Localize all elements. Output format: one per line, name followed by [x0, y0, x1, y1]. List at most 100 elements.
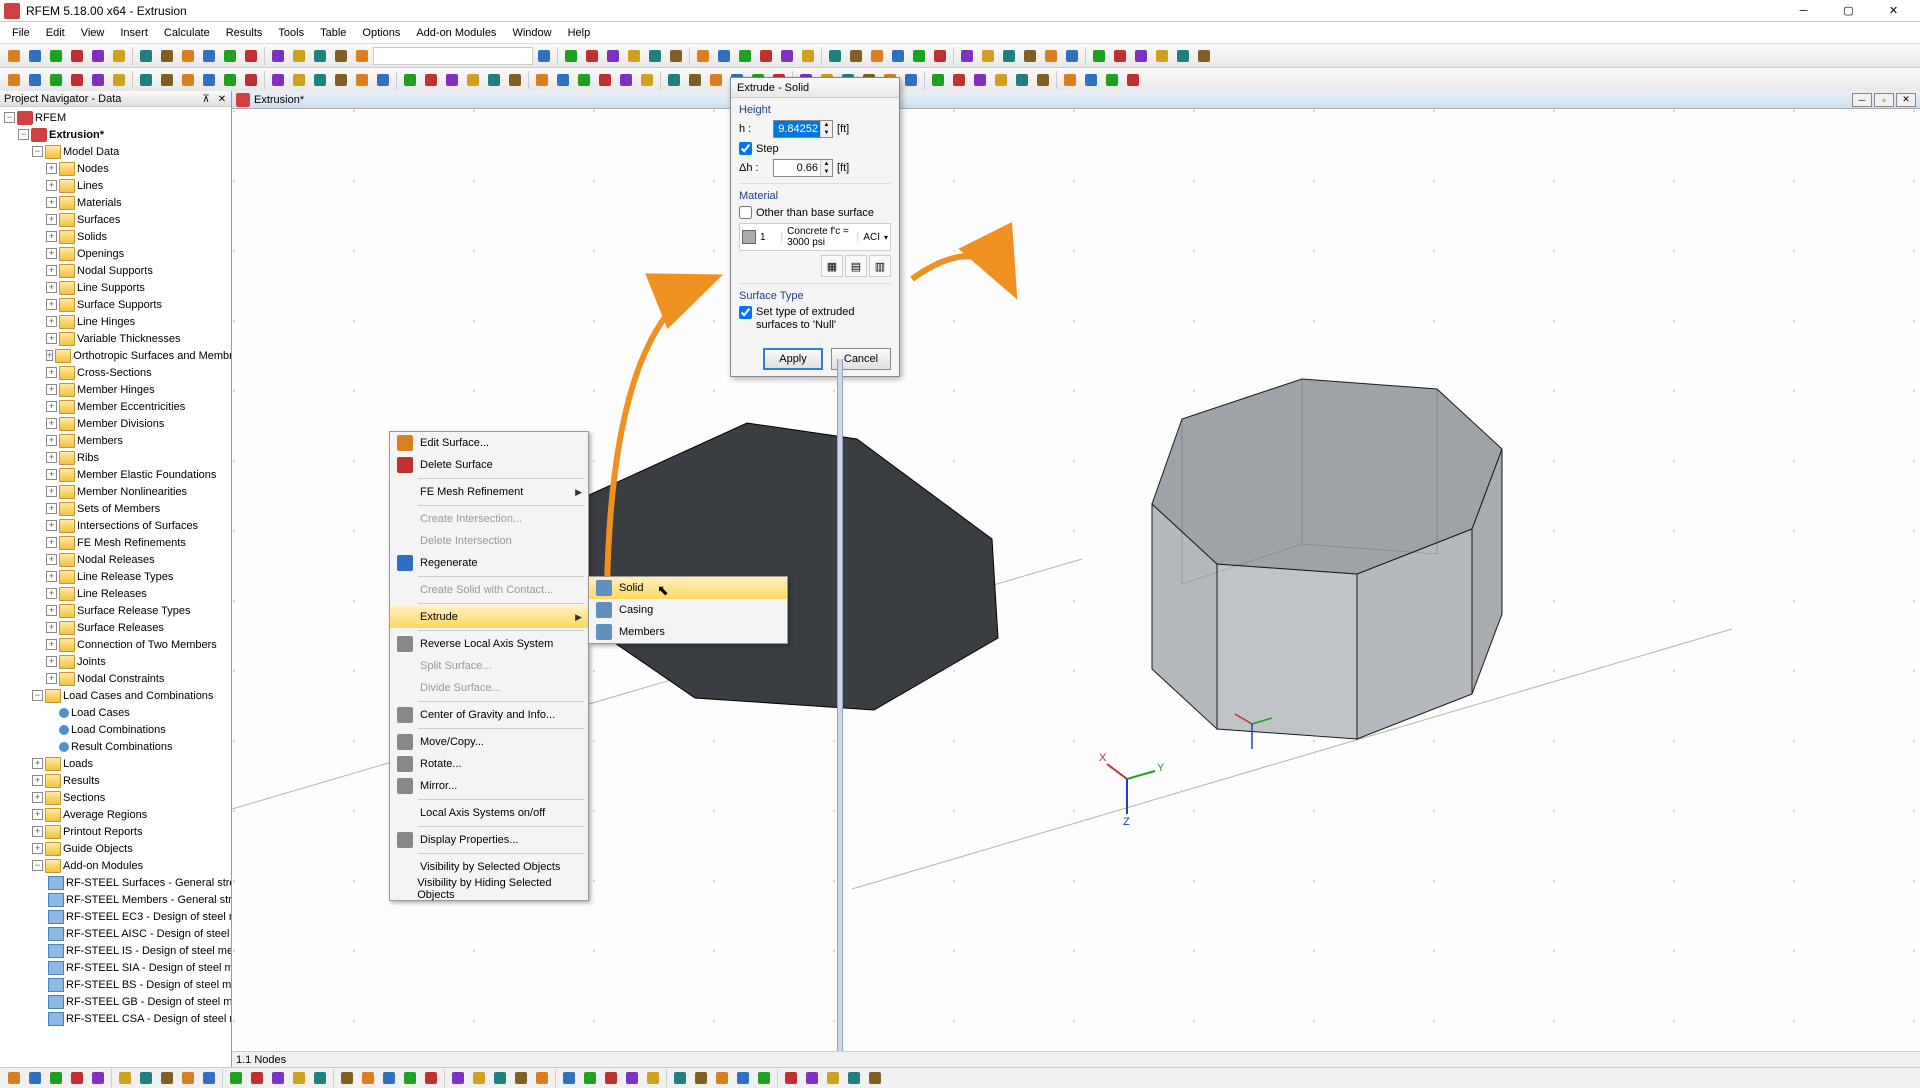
close-button[interactable]: ✕: [1871, 1, 1916, 21]
tree-item-nodal-releases[interactable]: +Nodal Releases: [2, 551, 229, 568]
toolbar-button-20[interactable]: [603, 46, 623, 66]
toolbar-button-28[interactable]: [616, 70, 636, 90]
tree-item-intersections-of-surfaces[interactable]: +Intersections of Surfaces: [2, 517, 229, 534]
bottom-button-25[interactable]: [559, 1068, 579, 1088]
toolbar-button-27[interactable]: [595, 70, 615, 90]
toolbar-button-9[interactable]: [199, 46, 219, 66]
toolbar-button-36[interactable]: [957, 46, 977, 66]
toolbar-button-10[interactable]: [220, 70, 240, 90]
viewport-minimize-button[interactable]: ─: [1852, 93, 1872, 107]
bottom-button-24[interactable]: [532, 1068, 552, 1088]
bottom-button-13[interactable]: [289, 1068, 309, 1088]
tree-item-rf-steel-members-general-stress-analysis[interactable]: RF-STEEL Members - General stress analys…: [2, 891, 229, 908]
tree-item-rf-steel-sia-design-of-steel-members[interactable]: RF-STEEL SIA - Design of steel members: [2, 959, 229, 976]
bottom-button-2[interactable]: [46, 1068, 66, 1088]
toolbar-button-8[interactable]: [178, 70, 198, 90]
ctx-delete-surface[interactable]: Delete Surface: [390, 454, 588, 476]
tree-item-nodal-supports[interactable]: +Nodal Supports: [2, 262, 229, 279]
bottom-button-18[interactable]: [400, 1068, 420, 1088]
apply-button[interactable]: Apply: [763, 348, 823, 370]
viewport-maximize-button[interactable]: ▫: [1874, 93, 1894, 107]
material-selector[interactable]: 1 | Concrete f'c = 3000 psi | ACI ▾: [739, 223, 891, 251]
toolbar-button-47[interactable]: [1194, 46, 1214, 66]
toolbar-button-4[interactable]: [88, 46, 108, 66]
toolbar-button-20[interactable]: [442, 70, 462, 90]
toolbar-button-30[interactable]: [825, 46, 845, 66]
tree-item-result-combinations[interactable]: Result Combinations: [2, 738, 229, 755]
toolbar-button-22[interactable]: [484, 70, 504, 90]
toolbar-button-49[interactable]: [1081, 70, 1101, 90]
toolbar-button-42[interactable]: [928, 70, 948, 90]
menu-results[interactable]: Results: [218, 25, 271, 41]
bottom-button-10[interactable]: [226, 1068, 246, 1088]
toolbar-button-2[interactable]: [46, 70, 66, 90]
tree-item-nodal-constraints[interactable]: +Nodal Constraints: [2, 670, 229, 687]
toolbar-button-45[interactable]: [1152, 46, 1172, 66]
bottom-button-34[interactable]: [754, 1068, 774, 1088]
bottom-button-23[interactable]: [511, 1068, 531, 1088]
bottom-button-30[interactable]: [670, 1068, 690, 1088]
material-lib-button[interactable]: ▦: [821, 255, 843, 277]
tree-item-rf-steel-surfaces-general-stress-analysis[interactable]: RF-STEEL Surfaces - General stress analy…: [2, 874, 229, 891]
toolbar-button-27[interactable]: [756, 46, 776, 66]
tree-item-surfaces[interactable]: +Surfaces: [2, 211, 229, 228]
toolbar-button-12[interactable]: [268, 70, 288, 90]
tree-item-extrusion-[interactable]: −Extrusion*: [2, 126, 229, 143]
toolbar-button-38[interactable]: [999, 46, 1019, 66]
toolbar-button-23[interactable]: [505, 70, 525, 90]
bottom-button-16[interactable]: [358, 1068, 378, 1088]
tree-item-joints[interactable]: +Joints: [2, 653, 229, 670]
tree-item-line-releases[interactable]: +Line Releases: [2, 585, 229, 602]
bottom-button-38[interactable]: [844, 1068, 864, 1088]
menu-insert[interactable]: Insert: [112, 25, 156, 41]
toolbar-button-44[interactable]: [970, 70, 990, 90]
tree-item-materials[interactable]: +Materials: [2, 194, 229, 211]
tree-item-members[interactable]: +Members: [2, 432, 229, 449]
tree-item-printout-reports[interactable]: +Printout Reports: [2, 823, 229, 840]
menu-options[interactable]: Options: [354, 25, 408, 41]
extrude-solid-dialog[interactable]: Extrude - Solid Height h : ▲▼ [ft] Step …: [730, 77, 900, 377]
toolbar-button-0[interactable]: [4, 70, 24, 90]
toolbar-button-14[interactable]: [310, 46, 330, 66]
navigator-pin-icon[interactable]: ⊼: [199, 92, 213, 106]
tree-item-average-regions[interactable]: +Average Regions: [2, 806, 229, 823]
toolbar-button-41[interactable]: [1062, 46, 1082, 66]
bottom-button-32[interactable]: [712, 1068, 732, 1088]
tree-item-load-cases-and-combinations[interactable]: −Load Cases and Combinations: [2, 687, 229, 704]
toolbar-button-16[interactable]: [352, 70, 372, 90]
tree-item-sections[interactable]: +Sections: [2, 789, 229, 806]
menu-edit[interactable]: Edit: [38, 25, 73, 41]
toolbar-button-50[interactable]: [1102, 70, 1122, 90]
toolbar-button-31[interactable]: [846, 46, 866, 66]
ctx-move-copy-[interactable]: Move/Copy...: [390, 731, 588, 753]
menu-view[interactable]: View: [73, 25, 113, 41]
bottom-button-8[interactable]: [178, 1068, 198, 1088]
toolbar-button-4[interactable]: [88, 70, 108, 90]
toolbar-button-48[interactable]: [1060, 70, 1080, 90]
toolbar-combo[interactable]: [373, 47, 533, 65]
navigator-close-icon[interactable]: ✕: [215, 92, 229, 106]
bottom-button-12[interactable]: [268, 1068, 288, 1088]
bottom-button-39[interactable]: [865, 1068, 885, 1088]
toolbar-button-16[interactable]: [352, 46, 372, 66]
toolbar-button-24[interactable]: [693, 46, 713, 66]
toolbar-button-6[interactable]: [136, 70, 156, 90]
toolbar-button-6[interactable]: [136, 46, 156, 66]
bottom-button-31[interactable]: [691, 1068, 711, 1088]
viewport-close-button[interactable]: ✕: [1896, 93, 1916, 107]
tree-item-lines[interactable]: +Lines: [2, 177, 229, 194]
menu-help[interactable]: Help: [560, 25, 599, 41]
height-up-button[interactable]: ▲: [821, 121, 832, 129]
tree-item-member-elastic-foundations[interactable]: +Member Elastic Foundations: [2, 466, 229, 483]
toolbar-button-41[interactable]: [901, 70, 921, 90]
toolbar-button-21[interactable]: [624, 46, 644, 66]
toolbar-button-43[interactable]: [1110, 46, 1130, 66]
menu-file[interactable]: File: [4, 25, 38, 41]
ctx-local-axis-systems-on-off[interactable]: Local Axis Systems on/off: [390, 802, 588, 824]
toolbar-button-19[interactable]: [421, 70, 441, 90]
tree-item-sets-of-members[interactable]: +Sets of Members: [2, 500, 229, 517]
bottom-button-37[interactable]: [823, 1068, 843, 1088]
ctx-rotate-[interactable]: Rotate...: [390, 753, 588, 775]
toolbar-button-35[interactable]: [930, 46, 950, 66]
bottom-button-3[interactable]: [67, 1068, 87, 1088]
